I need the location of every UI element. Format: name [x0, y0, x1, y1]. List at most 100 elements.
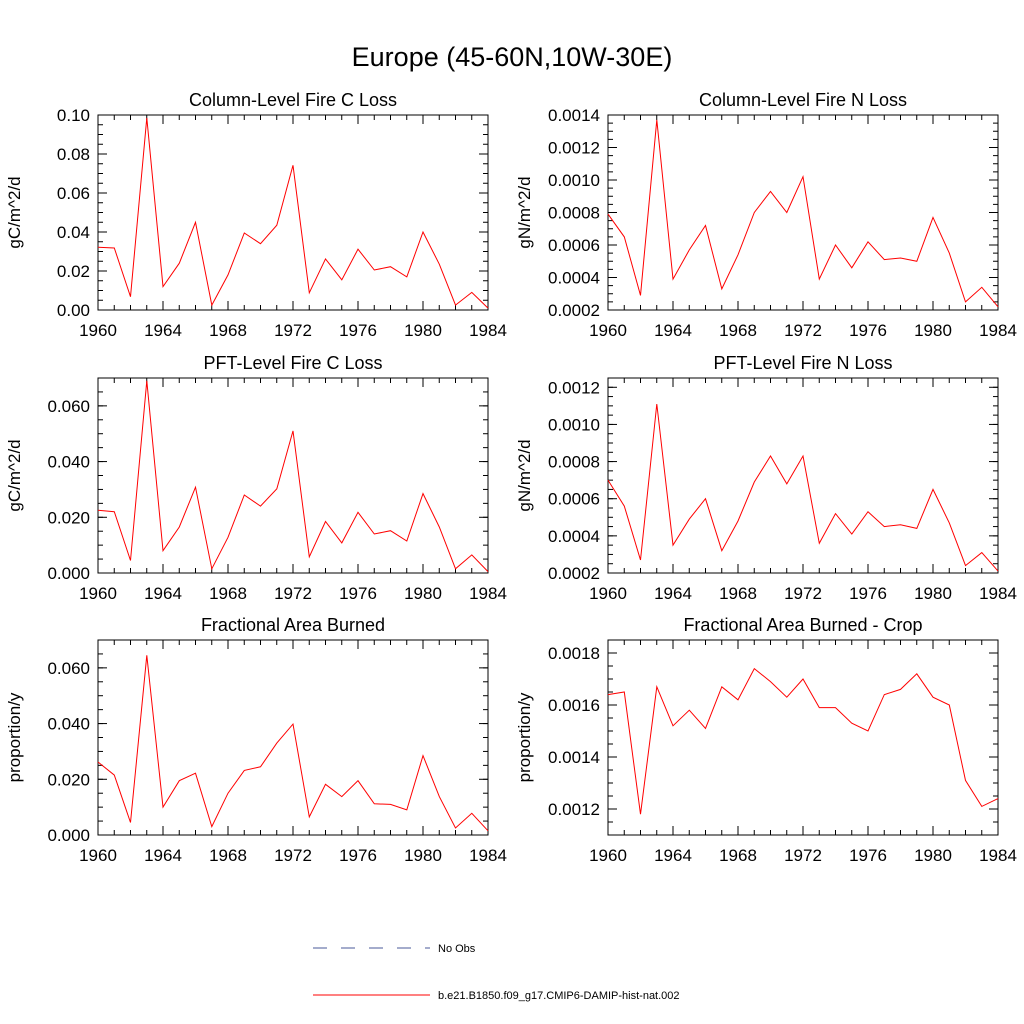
y-axis-label: gC/m^2/d	[5, 439, 24, 511]
x-tick-label: 1980	[404, 321, 442, 340]
y-tick-label: 0.0002	[548, 564, 600, 583]
y-tick-label: 0.06	[57, 184, 90, 203]
x-tick-label: 1968	[209, 321, 247, 340]
series-line	[97, 655, 489, 832]
legend-obs-label: No Obs	[438, 943, 476, 955]
y-tick-label: 0.040	[47, 715, 90, 734]
x-tick-label: 1972	[274, 321, 312, 340]
y-tick-label: 0.000	[47, 564, 90, 583]
y-tick-label: 0.060	[47, 397, 90, 416]
panels: 1960 1964 1968 1972 1976 1980 1984 0.00 0.02 0.04…	[5, 90, 1017, 865]
plot-frame	[607, 639, 999, 836]
series-line	[97, 117, 489, 309]
x-tick-label: 1960	[589, 846, 627, 865]
x-tick-label: 1980	[404, 846, 442, 865]
x-tick-label: 1960	[79, 321, 117, 340]
series-line	[97, 380, 489, 572]
x-tick-label: 1984	[469, 321, 507, 340]
x-tick-label: 1976	[849, 846, 887, 865]
panel-title: Column-Level Fire N Loss	[699, 90, 907, 110]
x-tick-label: 1976	[339, 321, 377, 340]
x-tick-label: 1960	[589, 584, 627, 603]
series-line	[607, 403, 999, 572]
x-tick-label: 1960	[79, 584, 117, 603]
panel-4: 1960 1964 1968 1972 1976 1980 1984 0.0002 0.0004…	[515, 353, 1017, 603]
x-tick-label: 1984	[979, 321, 1017, 340]
y-tick-label: 0.10	[57, 106, 90, 125]
x-tick-label: 1972	[784, 321, 822, 340]
x-tick-label: 1980	[914, 584, 952, 603]
panel-6: 1960 1964 1968 1972 1976 1980 1984 0.0012 0.0014…	[515, 615, 1017, 865]
x-tick-label: 1972	[784, 846, 822, 865]
y-tick-label: 0.0018	[548, 644, 600, 663]
x-tick-label: 1972	[784, 584, 822, 603]
y-tick-label: 0.060	[47, 659, 90, 678]
x-tick-label: 1984	[979, 846, 1017, 865]
y-tick-label: 0.0012	[548, 139, 600, 158]
panel-title: PFT-Level Fire C Loss	[203, 353, 382, 373]
y-tick-label: 0.00	[57, 301, 90, 320]
x-tick-label: 1960	[79, 846, 117, 865]
y-tick-label: 0.0006	[548, 236, 600, 255]
y-tick-label: 0.0002	[548, 301, 600, 320]
x-tick-label: 1964	[654, 584, 692, 603]
panel-3: 1960 1964 1968 1972 1976 1980 1984 0.000 0.020 0.…	[5, 353, 507, 603]
y-tick-label: 0.040	[47, 453, 90, 472]
x-tick-label: 1984	[979, 584, 1017, 603]
panel-1: 1960 1964 1968 1972 1976 1980 1984 0.00 0.02 0.04…	[5, 90, 507, 340]
y-axis-label: gN/m^2/d	[515, 176, 534, 248]
plot-frame	[97, 114, 489, 311]
x-tick-label: 1984	[469, 846, 507, 865]
x-tick-label: 1968	[719, 846, 757, 865]
x-tick-label: 1972	[274, 846, 312, 865]
y-tick-label: 0.04	[57, 223, 90, 242]
x-tick-label: 1968	[209, 584, 247, 603]
y-tick-label: 0.0004	[548, 527, 600, 546]
legend-model-label: b.e21.B1850.f09_g17.CMIP6-DAMIP-hist-nat…	[438, 990, 680, 1002]
y-tick-label: 0.02	[57, 262, 90, 281]
y-axis-label: proportion/y	[515, 692, 534, 782]
y-tick-label: 0.0010	[548, 415, 600, 434]
panel-5: 1960 1964 1968 1972 1976 1980 1984 0.000 0.020 0.…	[5, 615, 507, 865]
x-tick-label: 1968	[719, 321, 757, 340]
x-tick-label: 1960	[589, 321, 627, 340]
x-tick-label: 1968	[209, 846, 247, 865]
y-tick-label: 0.0014	[548, 748, 600, 767]
plot-frame	[97, 639, 489, 836]
plot-frame	[607, 377, 999, 574]
panel-title: PFT-Level Fire N Loss	[713, 353, 892, 373]
series-line	[607, 119, 999, 308]
y-axis-label: proportion/y	[5, 692, 24, 782]
y-tick-label: 0.0004	[548, 269, 600, 288]
x-tick-label: 1976	[849, 584, 887, 603]
y-tick-label: 0.0008	[548, 453, 600, 472]
y-axis-label: gC/m^2/d	[5, 176, 24, 248]
x-tick-label: 1964	[144, 321, 182, 340]
x-tick-label: 1976	[849, 321, 887, 340]
x-tick-label: 1976	[339, 846, 377, 865]
y-tick-label: 0.020	[47, 508, 90, 527]
panel-2: 1960 1964 1968 1972 1976 1980 1984 0.0002 0.0004…	[515, 90, 1017, 340]
x-tick-label: 1964	[654, 846, 692, 865]
panel-title: Column-Level Fire C Loss	[189, 90, 397, 110]
y-tick-label: 0.0010	[548, 171, 600, 190]
figure-title: Europe (45-60N,10W-30E)	[352, 42, 673, 72]
x-tick-label: 1980	[914, 846, 952, 865]
x-tick-label: 1968	[719, 584, 757, 603]
x-tick-label: 1980	[404, 584, 442, 603]
x-tick-label: 1964	[144, 584, 182, 603]
legend: No Obs b.e21.B1850.f09_g17.CMIP6-DAMIP-h…	[313, 943, 680, 1002]
y-tick-label: 0.0016	[548, 696, 600, 715]
x-tick-label: 1980	[914, 321, 952, 340]
y-tick-label: 0.0006	[548, 490, 600, 509]
x-tick-label: 1964	[654, 321, 692, 340]
y-axis-label: gN/m^2/d	[515, 439, 534, 511]
panel-title: Fractional Area Burned - Crop	[683, 615, 922, 635]
series-line	[607, 667, 999, 815]
y-tick-label: 0.020	[47, 770, 90, 789]
plot-frame	[97, 377, 489, 574]
panel-title: Fractional Area Burned	[201, 615, 385, 635]
y-tick-label: 0.000	[47, 826, 90, 845]
y-tick-label: 0.0014	[548, 106, 600, 125]
